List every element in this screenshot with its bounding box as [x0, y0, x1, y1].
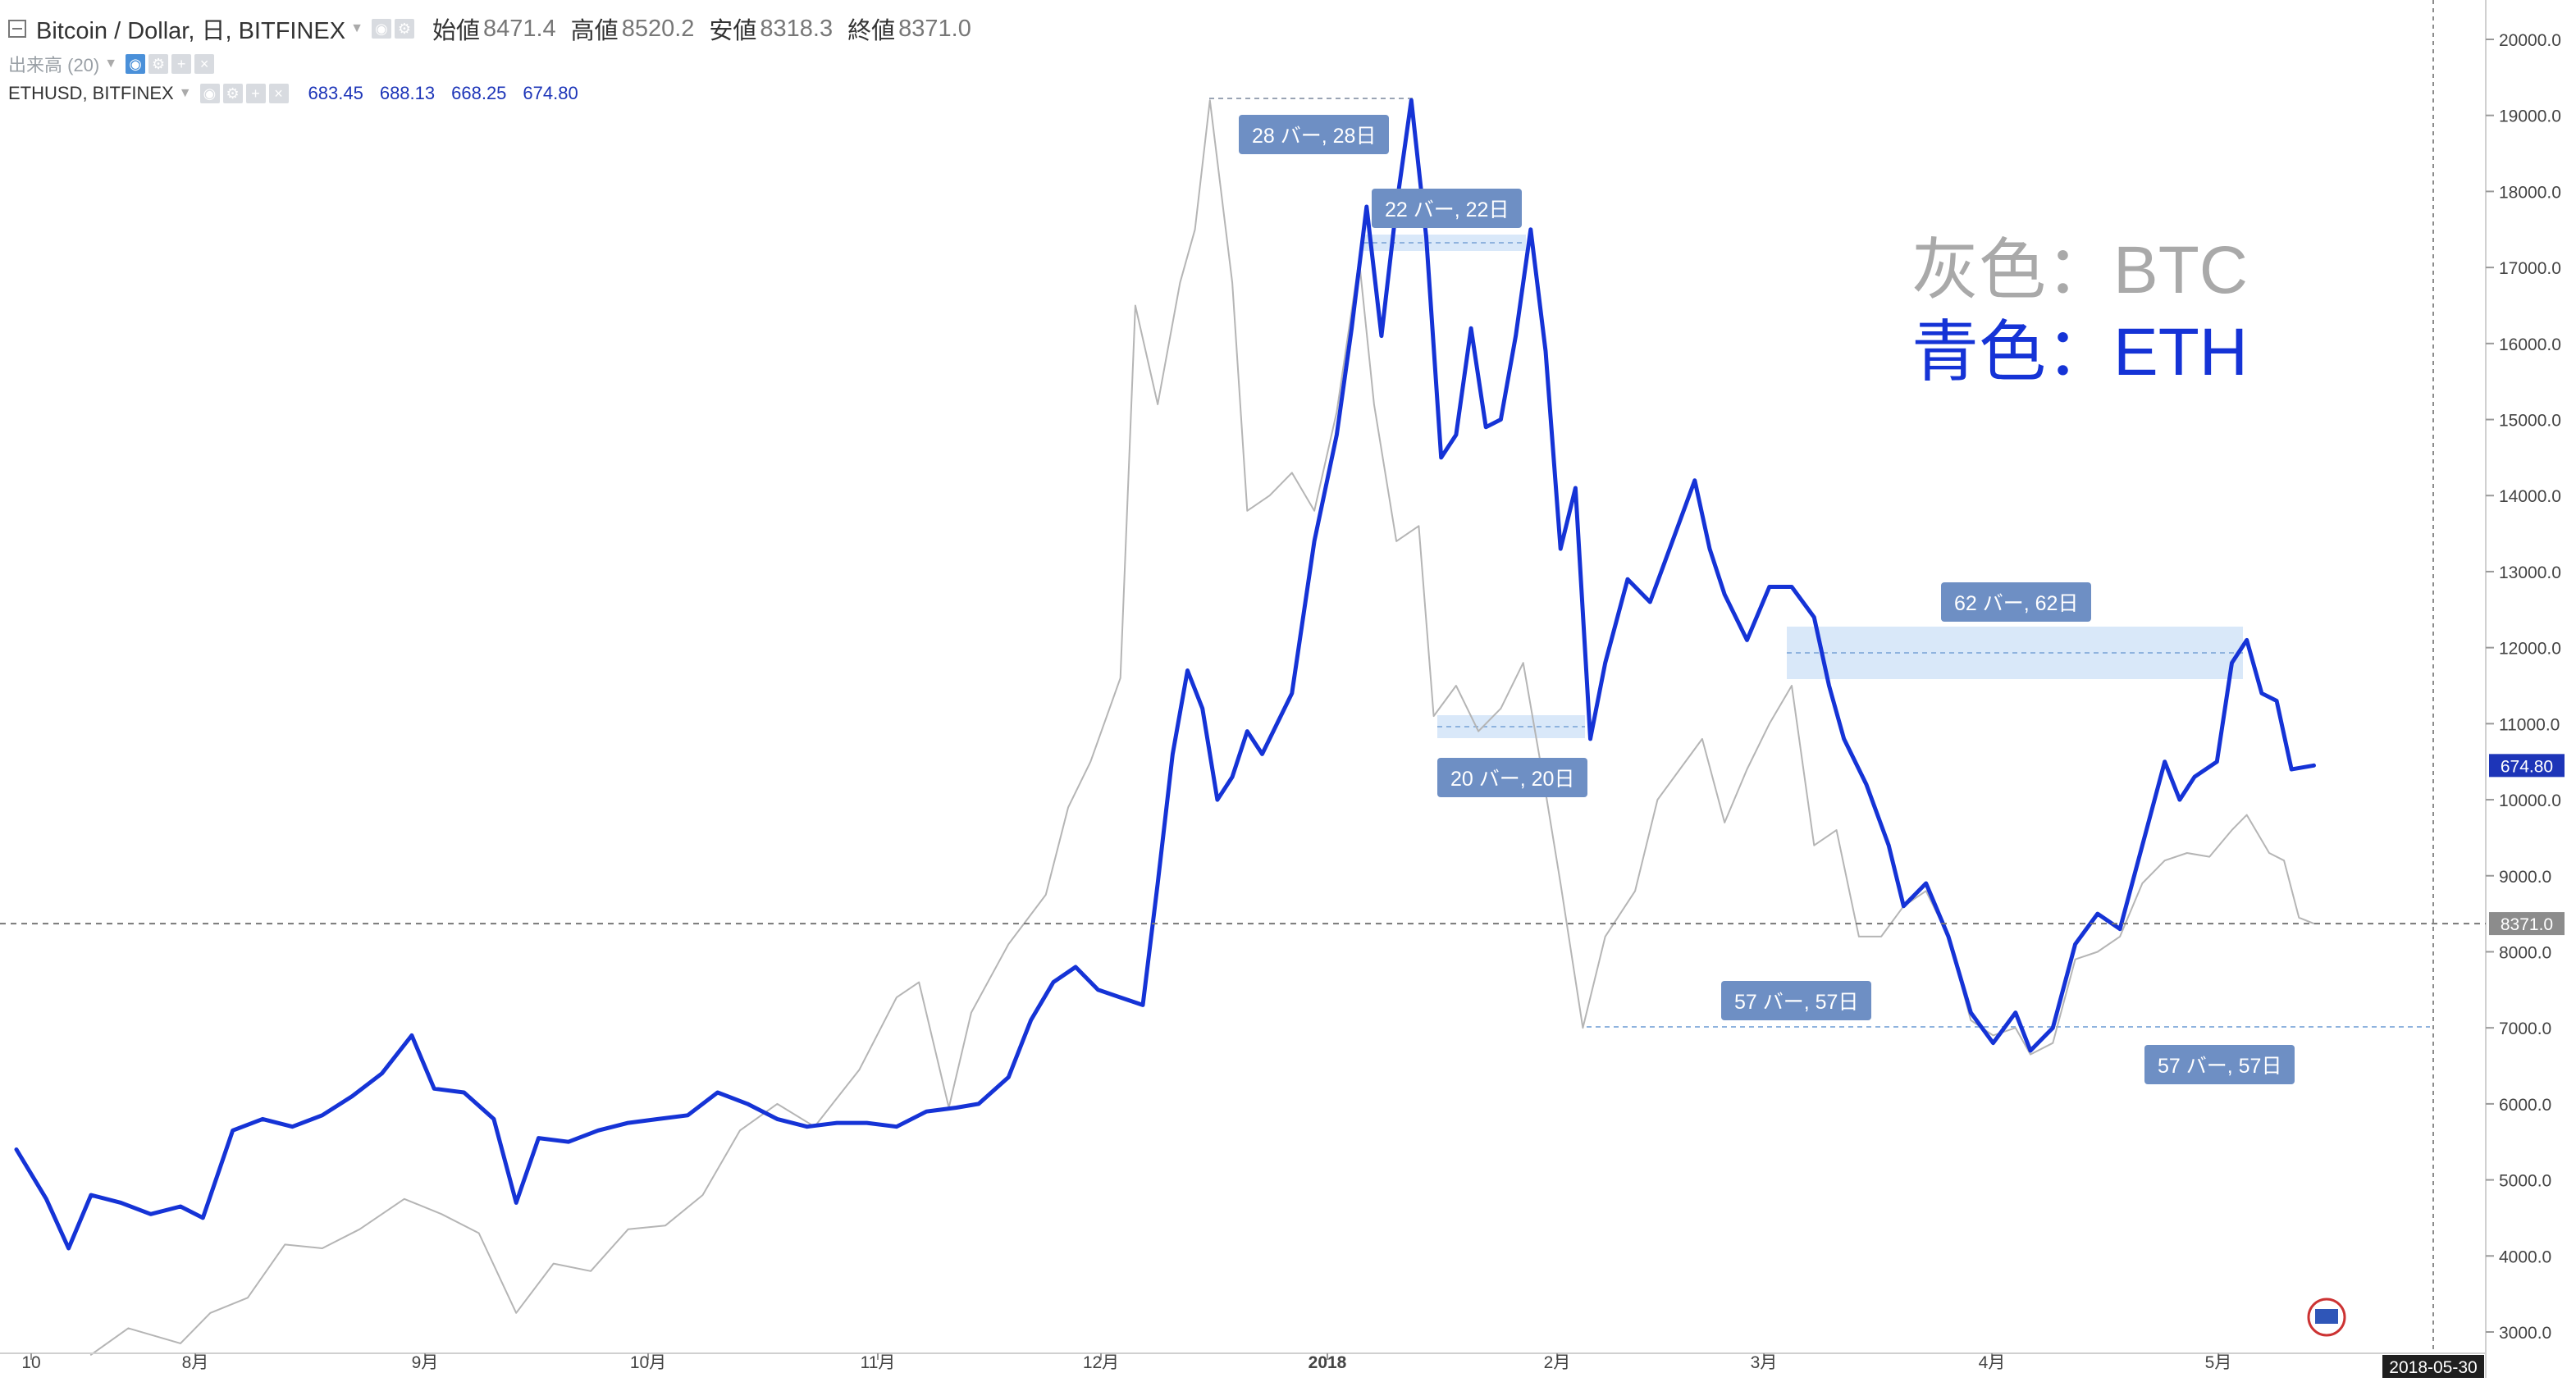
ohlc-low-value: 8318.3	[760, 15, 834, 42]
price-axis: 3000.0 4000.0 5000.0 6000.0 7000.0 8000.0 9000…	[2485, 0, 2561, 1378]
y-tick-label: 15000.0	[2499, 412, 2561, 431]
x-tick-label: 4月	[1979, 1353, 2006, 1372]
chart-header: Bitcoin / Dollar, 日, BITFINEX ▼ ◉ ⚙ 始値 84…	[0, 0, 1805, 115]
y-tick-label: 17000.0	[2499, 259, 2561, 278]
chevron-down-icon[interactable]: ▼	[350, 21, 363, 35]
btc-price-tag-label: 8371.0	[2501, 915, 2553, 934]
ohlc-high-label: 高値	[570, 18, 619, 44]
y-tick-label: 9000.0	[2499, 868, 2551, 887]
x-tick-label: 2018	[1309, 1353, 1347, 1372]
visibility-icon[interactable]: ◉	[199, 84, 220, 103]
x-tick-label: 9月	[412, 1353, 439, 1372]
measure-label-5[interactable]: 57 バー, 57日	[1721, 981, 1872, 1020]
y-tick-label: 19000.0	[2499, 107, 2561, 126]
y-tick-label: 13000.0	[2499, 563, 2561, 582]
settings-icon[interactable]: ⚙	[148, 54, 169, 74]
ohlc-close-label: 終値	[847, 18, 896, 44]
eth-close-value: 674.80	[523, 83, 578, 103]
settings-icon[interactable]: ⚙	[222, 84, 243, 103]
symbol-title[interactable]: Bitcoin / Dollar, 日, BITFINEX	[36, 18, 346, 44]
series-line-btc	[89, 99, 2315, 1356]
y-tick-label: 14000.0	[2499, 487, 2561, 506]
y-tick-label: 18000.0	[2499, 183, 2561, 202]
measurement-layer	[1209, 98, 2430, 1028]
x-tick-label: 10	[21, 1353, 40, 1372]
y-tick-label: 12000.0	[2499, 640, 2561, 659]
date-tag	[2382, 1355, 2484, 1378]
ohlc-low-label: 安値	[709, 18, 757, 44]
y-tick-label: 8000.0	[2499, 943, 2551, 962]
eth-price-tag-label: 674.80	[2501, 757, 2553, 776]
x-tick-label: 5月	[2205, 1353, 2232, 1372]
compare-symbol-label[interactable]: ETHUSD, BITFINEX	[8, 83, 174, 103]
y-tick-label: 20000.0	[2499, 31, 2561, 50]
date-tag-label: 2018-05-30	[2389, 1358, 2477, 1377]
x-tick-label: 10月	[630, 1353, 666, 1372]
close-icon[interactable]: ×	[268, 84, 289, 103]
y-tick-label: 10000.0	[2499, 791, 2561, 810]
measure-label-2[interactable]: 22 バー, 22日	[1372, 189, 1523, 228]
settings-icon[interactable]: ⚙	[394, 19, 414, 39]
x-tick-label: 8月	[182, 1353, 209, 1372]
close-icon[interactable]: ×	[194, 54, 215, 74]
y-tick-label: 16000.0	[2499, 335, 2561, 354]
series-line-eth	[14, 98, 2316, 1251]
time-axis: 10 8月 9月 10月 11月 12月 2018 2月 3月 4月 5月	[0, 1352, 2486, 1372]
y-tick-label: 6000.0	[2499, 1096, 2551, 1115]
x-tick-label: 2月	[1544, 1353, 1571, 1372]
measure-label-1[interactable]: 28 バー, 28日	[1239, 115, 1390, 154]
volume-label[interactable]: 出来高 (20)	[8, 55, 100, 75]
legend-btc: 灰色：BTC	[1911, 233, 2249, 308]
visibility-icon[interactable]: ◉	[126, 54, 146, 74]
chevron-down-icon[interactable]: ▼	[104, 57, 118, 71]
legend-eth: 青色：ETH	[1911, 315, 2249, 390]
btc-price-tag	[2489, 912, 2565, 936]
y-tick-label: 11000.0	[2499, 715, 2560, 734]
collapse-icon[interactable]	[8, 20, 26, 38]
x-tick-label: 11月	[861, 1353, 896, 1372]
measure-label-3[interactable]: 20 バー, 20日	[1437, 758, 1588, 797]
series-layer	[14, 98, 2316, 1356]
y-tick-label: 5000.0	[2499, 1172, 2551, 1191]
y-tick-label: 7000.0	[2499, 1019, 2551, 1038]
ohlc-open-value: 8471.4	[482, 15, 556, 42]
eth-high-value: 688.13	[379, 83, 436, 103]
flag-icon-detail	[2315, 1309, 2338, 1324]
ohlc-high-value: 8520.2	[621, 15, 695, 42]
add-icon[interactable]: +	[245, 84, 266, 103]
y-tick-label: 4000.0	[2499, 1247, 2551, 1266]
add-icon[interactable]: +	[171, 54, 192, 74]
x-tick-label: 3月	[1751, 1353, 1778, 1372]
volume-row: 出来高 (20) ▼ ◉ ⚙ + ×	[8, 51, 217, 77]
main-symbol-row: Bitcoin / Dollar, 日, BITFINEX ▼ ◉ ⚙ 始値 84…	[8, 11, 971, 46]
compare-symbol-row: ETHUSD, BITFINEX ▼ ◉ ⚙ + × 683.45 688.13…	[8, 83, 578, 104]
measure-label-6[interactable]: 57 バー, 57日	[2144, 1045, 2295, 1084]
series-legend: 灰色：BTC 青色：ETH	[1911, 230, 2248, 394]
chevron-down-icon[interactable]: ▼	[178, 86, 192, 100]
eth-open-value: 683.45	[308, 83, 363, 103]
ohlc-close-value: 8371.0	[898, 15, 971, 42]
measure-label-4[interactable]: 62 バー, 62日	[1941, 582, 2092, 622]
eth-price-tag	[2489, 754, 2565, 778]
visibility-icon[interactable]: ◉	[371, 19, 391, 39]
ohlc-open-label: 始値	[432, 18, 480, 44]
x-tick-label: 12月	[1083, 1353, 1119, 1372]
eth-low-value: 668.25	[451, 83, 507, 103]
y-tick-label: 3000.0	[2499, 1324, 2551, 1343]
